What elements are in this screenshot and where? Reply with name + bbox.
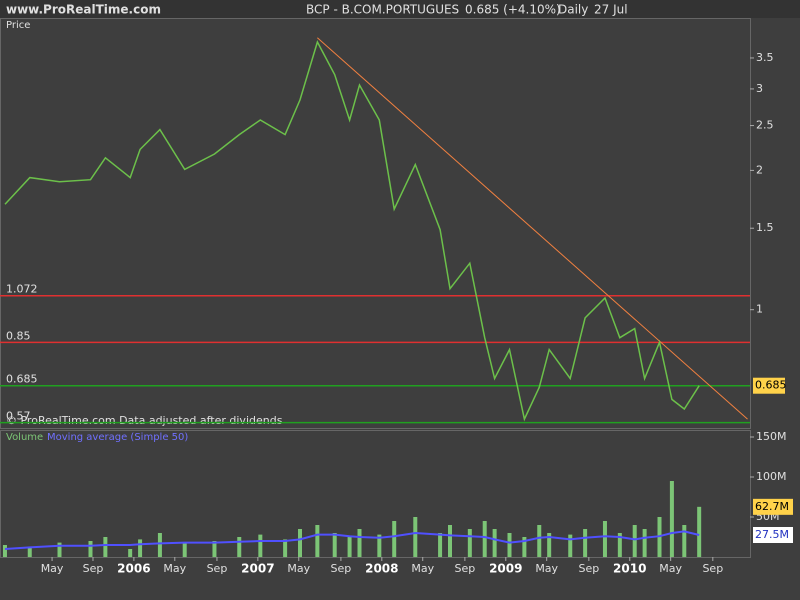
last-value-box xyxy=(753,498,793,515)
volume-bar xyxy=(467,529,472,557)
volume-bar xyxy=(602,521,607,557)
x-tick-label: May xyxy=(287,562,310,575)
volume-bar xyxy=(669,481,674,557)
legend-entry: Moving average (Simple 50) xyxy=(47,432,188,443)
volume-bar xyxy=(507,533,512,557)
y-tick-label: 150M xyxy=(756,430,787,443)
volume-bar xyxy=(103,537,108,557)
volume-bar xyxy=(697,506,702,557)
volume-bar xyxy=(377,534,382,557)
x-tick-label: Sep xyxy=(207,562,228,575)
volume-bar xyxy=(27,547,32,557)
volume-bar xyxy=(258,534,263,557)
volume-bar xyxy=(128,549,133,557)
x-tick-label: May xyxy=(41,562,64,575)
volume-bar xyxy=(182,542,187,557)
period: Daily xyxy=(558,3,588,17)
x-tick-label: May xyxy=(163,562,186,575)
note: © ProRealTime.com Data adjusted after di… xyxy=(6,414,283,427)
y-tick-label: 3 xyxy=(756,82,763,95)
y-tick-label: 3.5 xyxy=(756,51,774,64)
last-price-box xyxy=(753,377,785,394)
level-label: 0.57 xyxy=(6,410,31,423)
x-tick-label: Sep xyxy=(702,562,723,575)
volume-bar xyxy=(568,534,573,557)
level-label: 1.072 xyxy=(6,283,38,296)
x-tick-label: 2006 xyxy=(117,562,150,576)
x-tick-label: Sep xyxy=(83,562,104,575)
volume-bar xyxy=(237,537,242,557)
volume-bar xyxy=(492,529,497,557)
volume-bar xyxy=(332,533,337,557)
volume-bar xyxy=(537,525,542,557)
y-tick-label: 2 xyxy=(756,163,763,176)
volume-bar xyxy=(2,545,7,557)
level-label: 0.85 xyxy=(6,329,31,342)
last-value-label: 62.7M xyxy=(755,500,789,513)
last-price-label: 0.685 xyxy=(755,379,787,392)
volume-bar xyxy=(682,525,687,557)
volume-bar xyxy=(283,539,288,557)
trend-line xyxy=(317,37,748,420)
y-tick-label: 1.5 xyxy=(756,221,774,234)
volume-bar xyxy=(482,521,487,557)
y-tick-label: 2.5 xyxy=(756,119,774,132)
symbol: BCP - B.COM.PORTUGUES xyxy=(306,3,459,17)
header-bar xyxy=(0,0,800,18)
volume-bar xyxy=(392,521,397,557)
quote: 0.685 (+4.10%) xyxy=(465,3,561,17)
volume-bar xyxy=(632,525,637,557)
y-tick-label: 100M xyxy=(756,470,787,483)
price-line xyxy=(4,40,700,422)
price-panel xyxy=(0,18,751,429)
volume-bar xyxy=(642,529,647,557)
volume-bar xyxy=(357,529,362,557)
volume-bar xyxy=(315,525,320,557)
x-tick-label: May xyxy=(535,562,558,575)
site: www.ProRealTime.com xyxy=(6,3,161,17)
legend-entry: Volume xyxy=(6,432,43,443)
volume-bar xyxy=(617,533,622,557)
x-tick-label: Sep xyxy=(331,562,352,575)
y-tick-label: 1 xyxy=(756,303,763,316)
volume-bar xyxy=(583,529,588,557)
volume-bar xyxy=(138,539,143,557)
volume-bar xyxy=(547,533,552,557)
x-tick-label: 2007 xyxy=(241,562,274,576)
moving-average xyxy=(4,530,700,550)
x-tick-label: 2008 xyxy=(365,562,398,576)
volume-bar xyxy=(57,542,62,557)
volume-panel xyxy=(0,430,751,558)
panel-label: Price xyxy=(6,20,30,31)
x-tick-label: May xyxy=(411,562,434,575)
x-tick-label: May xyxy=(659,562,682,575)
last-value-box xyxy=(753,527,793,543)
volume-bar xyxy=(347,537,352,557)
date: 27 Jul xyxy=(594,3,628,17)
volume-bar xyxy=(413,517,418,557)
volume-bar xyxy=(448,525,452,557)
last-value-label: 27.5M xyxy=(755,528,789,541)
volume-bar xyxy=(157,533,162,557)
x-tick-label: 2010 xyxy=(613,562,646,576)
volume-bar xyxy=(522,537,527,557)
level-label: 0.685 xyxy=(6,373,38,386)
x-tick-label: Sep xyxy=(455,562,476,575)
x-tick-label: Sep xyxy=(578,562,599,575)
volume-bar xyxy=(212,541,217,557)
x-tick-label: 2009 xyxy=(489,562,522,576)
volume-bar xyxy=(298,529,302,557)
volume-bar xyxy=(438,533,443,557)
volume-bar xyxy=(88,541,93,557)
